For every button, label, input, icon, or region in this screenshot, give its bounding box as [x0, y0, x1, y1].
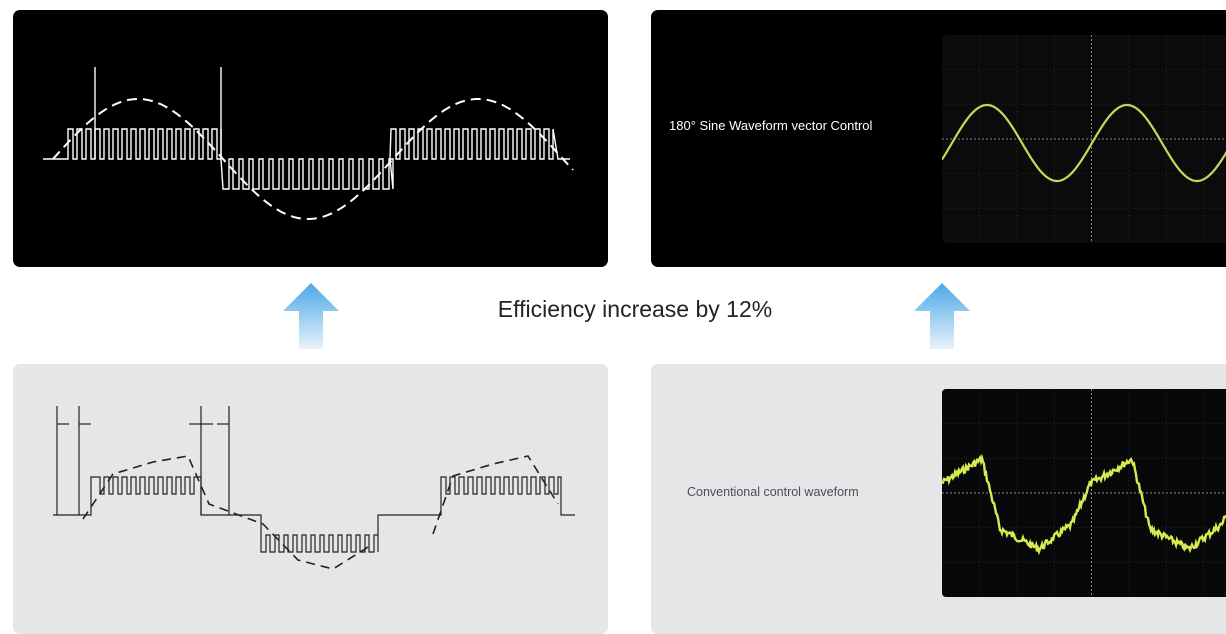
- sine-vector-caption: 180° Sine Waveform vector Control: [669, 118, 873, 133]
- efficiency-headline: Efficiency increase by 12%: [497, 296, 773, 322]
- panel-pwm-sine: [13, 10, 608, 267]
- stepped-trace: [942, 453, 1226, 556]
- square-pulses: [53, 476, 575, 553]
- pwm-pulses: [43, 128, 570, 190]
- panel-sine-vector: 180° Sine Waveform vector Control: [651, 10, 1226, 267]
- square-wave-diagram: [53, 406, 575, 570]
- dashed-envelope: [432, 455, 559, 535]
- dashed-envelope: [82, 455, 374, 570]
- conventional-caption: Conventional control waveform: [687, 485, 859, 499]
- dashed-sine: [52, 98, 574, 220]
- oscilloscope-conventional: [942, 389, 1226, 597]
- up-arrow-icon: [914, 283, 970, 349]
- up-arrow-icon: [283, 283, 339, 349]
- panel-square-wave: [13, 364, 608, 634]
- pwm-sine-diagram: [43, 67, 574, 220]
- sine-trace: [942, 103, 1226, 183]
- oscilloscope-sine: [942, 35, 1226, 243]
- panel-conventional: Conventional control waveform: [651, 364, 1226, 634]
